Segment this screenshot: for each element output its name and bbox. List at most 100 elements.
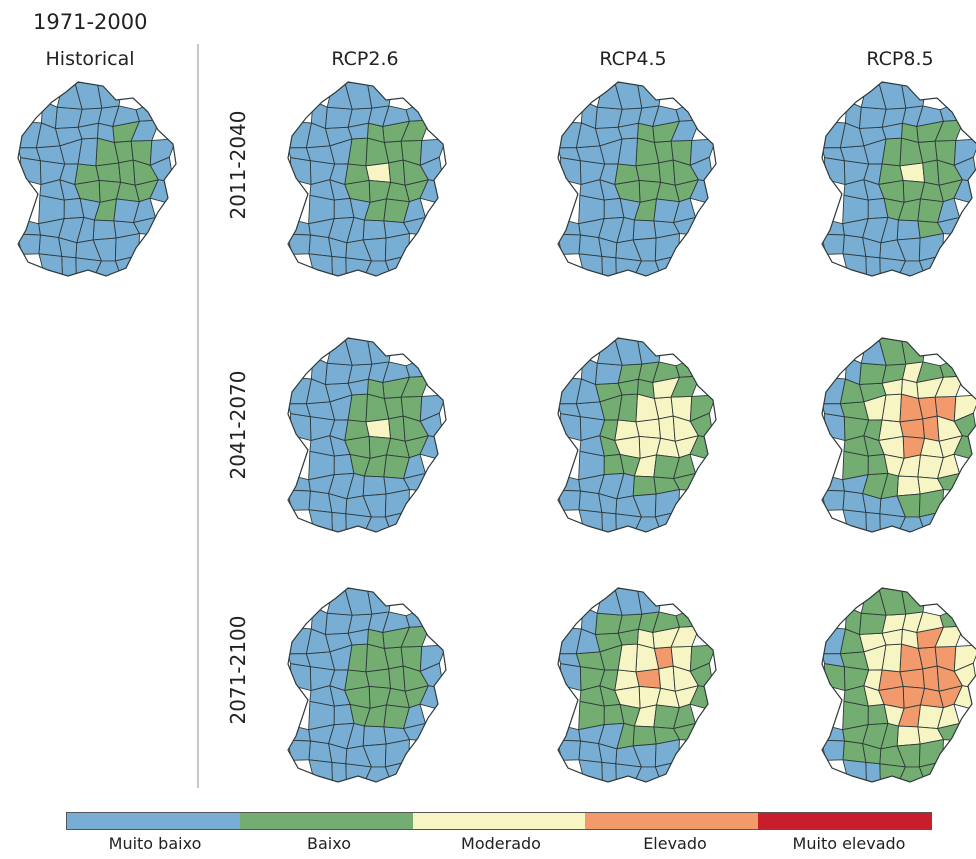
region-cell: [579, 491, 602, 512]
region-cell: [821, 234, 844, 254]
region-cell: [287, 740, 310, 760]
region-cell: [616, 514, 642, 534]
map-historical: [8, 72, 178, 282]
region-cell: [633, 476, 656, 496]
region-cell: [616, 258, 642, 278]
map-rcp26-2071-2100: [278, 578, 448, 788]
period-label-2041-2070: 2041-2070: [226, 345, 250, 505]
region-cell: [659, 666, 675, 691]
map-rcp26-2011-2040: [278, 72, 448, 282]
period-label-2011-2040: 2011-2040: [226, 85, 250, 245]
region-cell: [557, 234, 580, 254]
region-cell: [633, 726, 656, 746]
region-cell: [579, 741, 602, 762]
region-cell: [633, 220, 656, 240]
historical-column-header: Historical: [10, 48, 170, 70]
region-cell: [309, 235, 332, 256]
divider-line: [197, 44, 199, 788]
region-cell: [843, 741, 866, 762]
region-cell: [287, 234, 310, 254]
region-cell: [366, 163, 391, 182]
region-cell: [900, 669, 925, 688]
region-cell: [309, 254, 332, 278]
legend-swatch-moderado: [413, 813, 586, 829]
region-cell: [897, 220, 920, 240]
region-cell: [880, 764, 906, 784]
region-cell: [843, 760, 866, 784]
scenario-header-rcp85: RCP8.5: [820, 48, 976, 70]
region-cell: [868, 198, 888, 218]
region-cell: [636, 419, 661, 438]
map-rcp85-2011-2040: [812, 72, 976, 282]
map-rcp26-2041-2070: [278, 328, 448, 538]
legend-label-elevado: Elevado: [590, 834, 760, 853]
region-cell: [389, 160, 405, 185]
legend-label-muito-baixo: Muito baixo: [70, 834, 240, 853]
region-cell: [363, 726, 386, 746]
scenario-header-rcp45: RCP4.5: [553, 48, 713, 70]
region-cell: [309, 491, 332, 512]
region-cell: [579, 235, 602, 256]
legend-swatch-elevado: [585, 813, 758, 829]
region-cell: [39, 235, 62, 256]
region-cell: [17, 234, 40, 254]
region-cell: [346, 764, 372, 784]
region-cell: [325, 613, 352, 634]
region-cell: [334, 454, 354, 474]
region-cell: [55, 107, 82, 128]
region-cell: [557, 740, 580, 760]
legend-swatch-muito-elevado: [758, 813, 931, 829]
region-cell: [604, 454, 624, 474]
region-cell: [595, 363, 622, 384]
region-cell: [325, 107, 352, 128]
region-cell: [843, 510, 866, 534]
region-cell: [64, 198, 84, 218]
region-cell: [923, 416, 939, 441]
region-cell: [334, 198, 354, 218]
legend-swatch-muito-baixo: [67, 813, 240, 829]
region-cell: [325, 363, 352, 384]
legend-label-moderado: Moderado: [416, 834, 586, 853]
region-cell: [880, 258, 906, 278]
region-cell: [868, 704, 888, 724]
region-cell: [604, 198, 624, 218]
region-cell: [119, 160, 135, 185]
region-cell: [923, 160, 939, 185]
region-cell: [843, 254, 866, 278]
region-cell: [843, 235, 866, 256]
region-cell: [557, 490, 580, 510]
region-cell: [604, 704, 624, 724]
region-cell: [821, 490, 844, 510]
region-cell: [595, 613, 622, 634]
region-cell: [346, 258, 372, 278]
region-cell: [76, 258, 102, 278]
legend-colorbar: [66, 812, 932, 830]
region-cell: [309, 510, 332, 534]
legend-label-baixo: Baixo: [244, 834, 414, 853]
region-cell: [897, 476, 920, 496]
region-cell: [309, 741, 332, 762]
scenario-header-rcp26: RCP2.6: [285, 48, 445, 70]
region-cell: [636, 163, 661, 182]
region-cell: [579, 510, 602, 534]
region-cell: [868, 454, 888, 474]
region-cell: [579, 760, 602, 784]
region-cell: [366, 419, 391, 438]
region-cell: [897, 726, 920, 746]
map-rcp45-2041-2070: [548, 328, 718, 538]
baseline-period-label: 1971-2000: [33, 10, 147, 34]
period-label-2071-2100: 2071-2100: [226, 590, 250, 750]
region-cell: [363, 220, 386, 240]
region-cell: [309, 760, 332, 784]
region-cell: [595, 107, 622, 128]
map-rcp85-2071-2100: [812, 578, 976, 788]
region-cell: [96, 163, 121, 182]
region-cell: [346, 514, 372, 534]
region-cell: [659, 160, 675, 185]
map-rcp45-2071-2100: [548, 578, 718, 788]
region-cell: [900, 419, 925, 438]
region-cell: [900, 163, 925, 182]
region-cell: [859, 613, 886, 634]
region-cell: [880, 514, 906, 534]
region-cell: [821, 740, 844, 760]
